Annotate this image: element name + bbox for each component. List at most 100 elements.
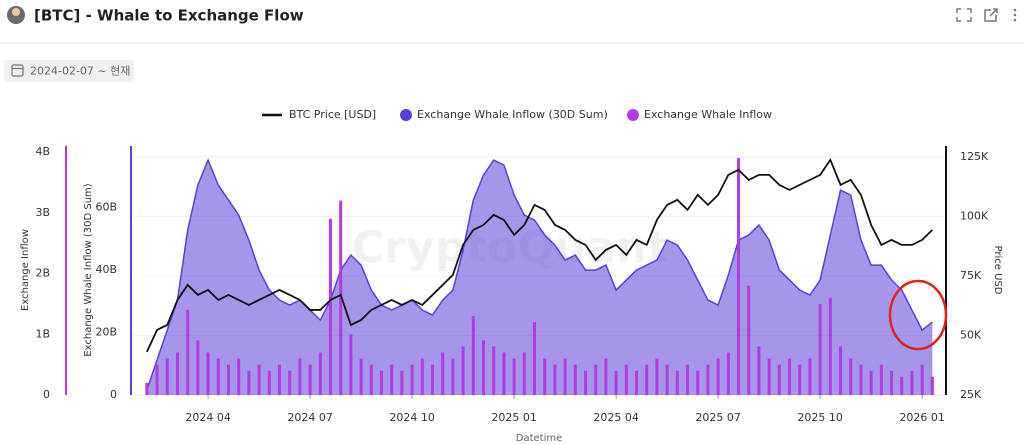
y-tick-label: 4B — [35, 145, 50, 158]
bar — [165, 358, 169, 395]
x-tick-label: 2024 07 — [287, 411, 333, 424]
bar — [777, 364, 781, 395]
legend-label: Exchange Whale Inflow — [644, 108, 772, 121]
bar — [390, 364, 394, 395]
bar — [257, 364, 261, 395]
date-range: 2024-02-07 ~ 현재 — [30, 65, 130, 78]
bar — [533, 322, 537, 395]
avatar-face — [12, 8, 20, 16]
bar — [328, 218, 332, 395]
bar — [522, 352, 526, 395]
bar — [237, 358, 241, 395]
bar — [349, 334, 353, 395]
legend-swatch — [400, 109, 412, 121]
bar — [410, 364, 414, 395]
bar — [492, 346, 496, 395]
bar — [318, 352, 322, 395]
y-tick-label: 25K — [960, 388, 982, 401]
x-tick-label: 2026 01 — [899, 411, 945, 424]
bar — [573, 364, 577, 395]
bar — [196, 340, 200, 395]
date-filter[interactable]: 2024-02-07 ~ 현재 — [4, 60, 134, 82]
fullscreen-button[interactable] — [956, 8, 972, 22]
open-button[interactable] — [984, 8, 998, 22]
bar — [696, 370, 700, 395]
bar — [767, 358, 771, 395]
bar — [145, 382, 149, 395]
axis-title: Exchange Inflow — [20, 229, 31, 311]
bar — [665, 364, 669, 395]
bar — [808, 358, 812, 395]
menu-button[interactable] — [1013, 8, 1017, 22]
y-tick-label: 40B — [95, 263, 117, 276]
bar — [839, 346, 843, 395]
bar — [869, 370, 873, 395]
bar — [553, 364, 557, 395]
bar — [359, 358, 363, 395]
bar — [471, 316, 475, 395]
bar — [624, 364, 628, 395]
y-tick-label: 50K — [960, 328, 982, 341]
bar — [645, 364, 649, 395]
y-tick-label: 2B — [35, 267, 50, 280]
bar — [788, 358, 792, 395]
axis-title: Price USD — [992, 246, 1003, 295]
y-tick-label: 0 — [43, 388, 50, 401]
bar — [277, 364, 281, 395]
bar — [716, 358, 720, 395]
bar — [400, 370, 404, 395]
bar — [747, 285, 751, 395]
bar — [828, 297, 832, 395]
bar — [635, 370, 639, 395]
bar — [563, 358, 567, 395]
y-tick-label: 100K — [960, 209, 989, 222]
axis-title: Datetime — [516, 433, 563, 444]
bar — [461, 346, 465, 395]
area — [146, 160, 933, 395]
y-tick-label: 1B — [35, 327, 50, 340]
bar — [502, 352, 506, 395]
bar — [900, 376, 904, 395]
bar — [920, 364, 924, 395]
y-tick-label: 75K — [960, 269, 982, 282]
y-tick-label: 125K — [960, 150, 989, 163]
bar — [798, 364, 802, 395]
y-tick-label: 20B — [95, 326, 117, 339]
x-tick-label: 2024 10 — [389, 411, 435, 424]
y-tick-label: 3B — [35, 206, 50, 219]
bar — [267, 370, 271, 395]
bar — [726, 352, 730, 395]
bar — [175, 352, 179, 395]
line — [146, 157, 933, 353]
x-tick-label: 2025 07 — [695, 411, 741, 424]
bar — [247, 370, 251, 395]
bar — [431, 364, 435, 395]
bar — [379, 370, 383, 395]
bar — [298, 358, 302, 395]
bar — [706, 364, 710, 395]
bar — [757, 346, 761, 395]
x-tick-label: 2024 04 — [185, 411, 231, 424]
x-tick-label: 2025 04 — [593, 411, 639, 424]
bar — [675, 370, 679, 395]
bar — [308, 364, 312, 395]
bar — [155, 364, 159, 395]
bar — [512, 358, 516, 395]
bar — [543, 358, 547, 395]
legend-swatch — [627, 109, 639, 121]
bar — [420, 358, 424, 395]
card-title: [BTC] - Whale to Exchange Flow — [34, 7, 304, 25]
bar — [451, 358, 455, 395]
bar — [879, 364, 883, 395]
bar — [818, 303, 822, 395]
bar — [594, 364, 598, 395]
bar — [339, 200, 343, 395]
bar — [655, 358, 659, 395]
bar — [859, 364, 863, 395]
bar — [614, 370, 618, 395]
bar — [186, 309, 190, 395]
bar — [910, 370, 914, 395]
bar — [226, 364, 230, 395]
